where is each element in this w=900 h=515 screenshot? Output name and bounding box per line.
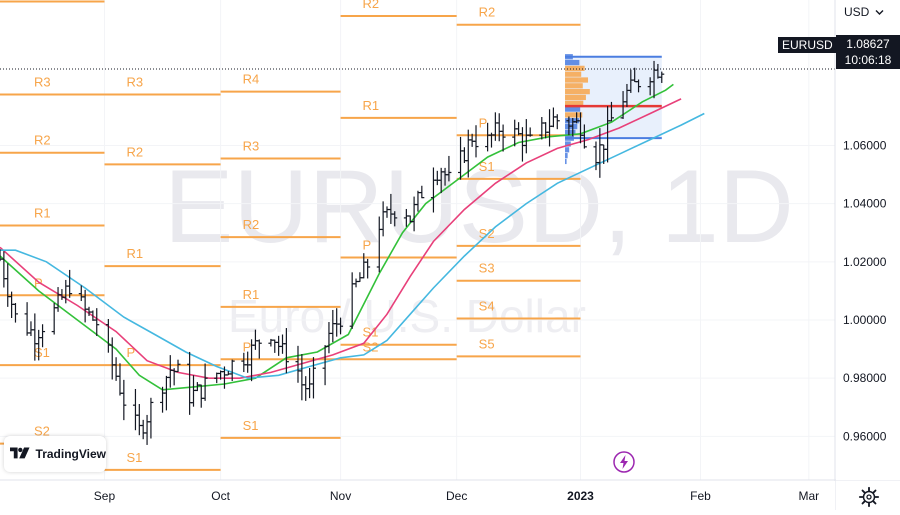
pivot-label-r1: R1 xyxy=(126,246,143,261)
pivot-label-p: P xyxy=(243,339,252,354)
last-price-tag: 1.08627 10:06:18 xyxy=(836,35,900,69)
volume-profile-row xyxy=(565,59,580,66)
volume-profile-row xyxy=(565,106,581,112)
pivot-label-s1: S1 xyxy=(479,159,495,174)
time-tick-label: Sep xyxy=(94,489,116,503)
volume-profile-row xyxy=(565,100,584,106)
volume-profile-row xyxy=(565,77,589,83)
pivot-label-p: P xyxy=(479,115,488,130)
volume-profile-row xyxy=(565,118,580,124)
ohlc-bars-layer xyxy=(0,60,665,445)
pivot-label-r3: R3 xyxy=(34,75,51,90)
price-tick-label: 0.98000 xyxy=(843,371,887,385)
pivot-label-s2: S2 xyxy=(479,226,495,241)
currency-label: USD xyxy=(844,5,870,19)
time-tick-label: Dec xyxy=(446,489,467,503)
pivot-label-s1: S1 xyxy=(243,418,259,433)
pivot-label-p: P xyxy=(126,345,135,360)
volume-profile-row xyxy=(565,141,571,147)
time-tick-label: Mar xyxy=(798,489,819,503)
pivot-levels-layer: R4R3R2R1PS1S2R3R2R1PS1R4R3R2R1PS1R2R1PS1… xyxy=(0,0,581,471)
pivot-label-r1: R1 xyxy=(363,98,380,113)
price-tick-label: 1.04000 xyxy=(843,197,887,211)
pivot-label-r4: R4 xyxy=(243,72,260,87)
volume-profile-row xyxy=(565,147,570,153)
volume-profile-row xyxy=(565,153,568,159)
pivot-label-r1: R1 xyxy=(34,205,51,220)
volume-profile-row xyxy=(565,83,583,89)
price-tick-label: 0.96000 xyxy=(843,429,887,443)
pivot-label-r2: R2 xyxy=(479,5,496,20)
price-tick-label: 1.02000 xyxy=(843,255,887,269)
pivot-label-s4: S4 xyxy=(479,299,495,314)
moving-average-line-1 xyxy=(0,83,674,391)
pivot-label-s5: S5 xyxy=(479,336,495,351)
pivot-label-r3: R3 xyxy=(126,75,143,90)
price-tick-labels: 1.06000 1.04000 1.02000 1.00000 0.98000 0.960… xyxy=(843,138,887,443)
volume-profile-row xyxy=(565,89,590,95)
bar-countdown: 10:06:18 xyxy=(844,53,892,67)
pivot-label-s1: S1 xyxy=(126,450,142,465)
price-axis[interactable] xyxy=(836,0,900,480)
price-tick-label: 1.00000 xyxy=(843,313,887,327)
moving-average-line-2 xyxy=(0,98,682,379)
moving-averages-layer xyxy=(0,83,705,391)
pivot-label-r2: R2 xyxy=(243,217,260,232)
pivot-label-s2: S2 xyxy=(363,339,379,354)
watermark-subtitle: Euro / U.S. Dollar xyxy=(228,290,586,342)
pivot-label-s3: S3 xyxy=(479,261,495,276)
time-tick-label: Oct xyxy=(211,489,230,503)
pivot-label-r3: R3 xyxy=(243,139,260,154)
volume-profile-row xyxy=(565,65,585,71)
volume-profile-row xyxy=(565,71,582,77)
gear-icon[interactable] xyxy=(858,486,880,508)
volume-profile-row xyxy=(565,129,576,135)
pivot-label-s2: S2 xyxy=(34,424,50,439)
symbol-price-tag: EURUSD xyxy=(778,37,837,53)
time-tick-label: Feb xyxy=(690,489,711,503)
volume-profile-row xyxy=(565,158,567,165)
lightning-icon[interactable] xyxy=(613,451,635,473)
last-price-value: 1.08627 xyxy=(846,37,890,51)
time-tick-label: 2023 xyxy=(567,489,594,503)
pivot-label-r2: R2 xyxy=(34,133,51,148)
pivot-label-r1: R1 xyxy=(243,287,260,302)
volume-profile-row xyxy=(565,112,583,118)
pivot-label-s1: S1 xyxy=(34,345,50,360)
pivot-label-s1: S1 xyxy=(363,325,379,340)
currency-selector[interactable]: USD xyxy=(844,5,884,19)
time-axis[interactable] xyxy=(0,481,835,510)
volume-profile-layer xyxy=(565,54,662,165)
volume-profile-row xyxy=(565,94,586,101)
pivot-label-r2: R2 xyxy=(126,144,143,159)
time-tick-label: Nov xyxy=(330,489,351,503)
pivot-label-p: P xyxy=(363,237,372,252)
tradingview-logo-icon xyxy=(10,447,30,459)
tradingview-logo-text: TradingView xyxy=(35,447,106,461)
moving-average-line-3 xyxy=(0,112,705,380)
price-tick-label: 1.06000 xyxy=(843,138,887,152)
time-tick-labels: Sep Oct Nov Dec 2023 Feb Mar xyxy=(94,489,819,503)
chevron-down-icon xyxy=(875,10,884,16)
grid-layer xyxy=(0,0,835,480)
pivot-label-r2: R2 xyxy=(363,0,380,11)
tradingview-logo[interactable]: TradingView xyxy=(4,436,106,472)
